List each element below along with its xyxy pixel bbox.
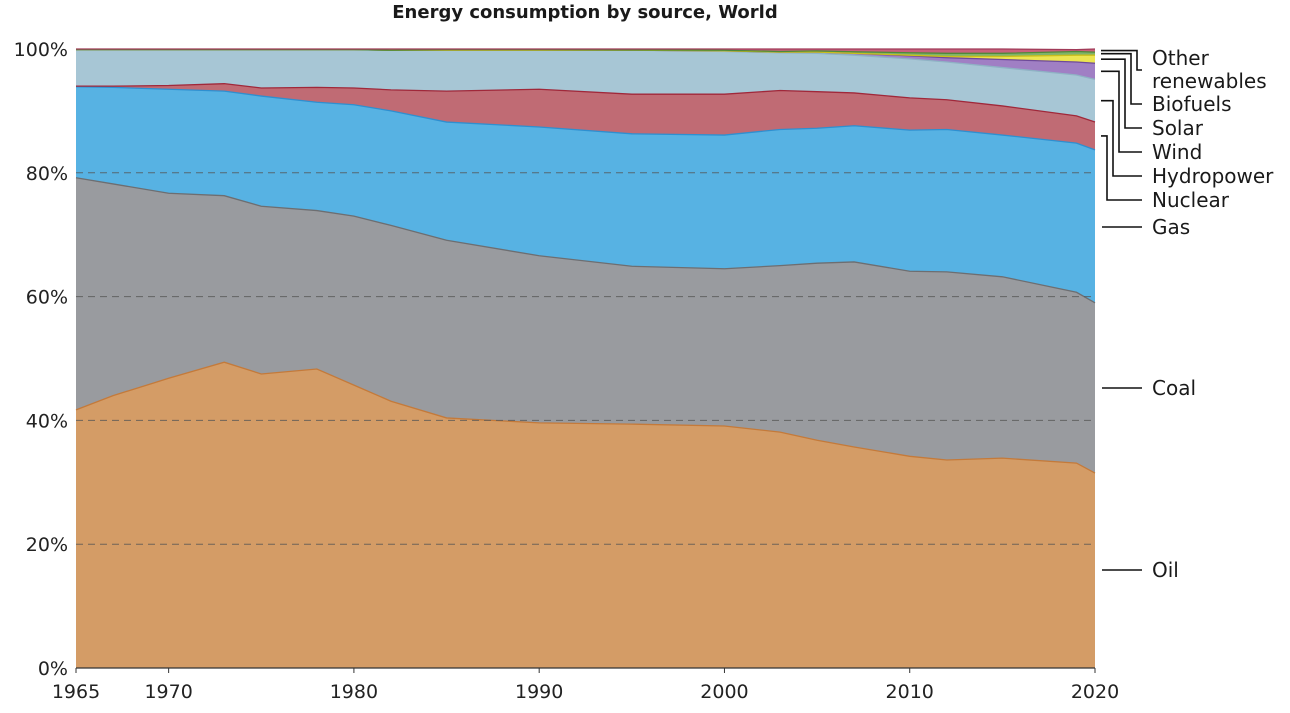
- chart-title: Energy consumption by source, World: [392, 2, 778, 23]
- area-hydropower: [76, 49, 1095, 123]
- y-tick-label: 80%: [26, 163, 68, 185]
- x-tick-label: 2010: [886, 681, 934, 703]
- series-label-other: Other: [1152, 46, 1210, 70]
- x-tick-label: 1980: [330, 681, 378, 703]
- series-label-gas: Gas: [1152, 215, 1190, 239]
- connector-other-renewables: [1101, 49, 1142, 71]
- x-tick-label: 2000: [700, 681, 748, 703]
- series-label-renewables: renewables: [1152, 69, 1267, 93]
- area-oil: [76, 362, 1095, 668]
- connector-solar: [1101, 58, 1142, 129]
- series-label-oil: Oil: [1152, 558, 1179, 582]
- connector-hydropower: [1101, 99, 1142, 177]
- y-tick-label: 40%: [26, 410, 68, 432]
- connector-wind: [1101, 70, 1142, 153]
- area-gas: [76, 86, 1095, 303]
- line-coal: [75, 177, 1096, 304]
- series-label-wind: Wind: [1152, 140, 1202, 164]
- line-nuclear: [76, 83, 1096, 123]
- y-tick-label: 20%: [26, 534, 68, 556]
- y-tick-label: 100%: [14, 39, 68, 61]
- area-nuclear: [76, 83, 1095, 150]
- y-tick-label: 60%: [26, 287, 68, 309]
- x-tick-label: 2020: [1071, 681, 1119, 703]
- area-other-renewables: [76, 49, 1095, 54]
- y-tick-label: 0%: [38, 658, 68, 680]
- series-label-coal: Coal: [1152, 376, 1196, 400]
- x-tick-label: 1965: [52, 681, 100, 703]
- x-tick-label: 1970: [144, 681, 192, 703]
- line-gas: [75, 86, 1096, 151]
- line-other-renewables: [76, 48, 1096, 51]
- line-oil: [75, 361, 1096, 474]
- connector-biofuels: [1101, 52, 1142, 105]
- area-coal: [76, 177, 1095, 474]
- series-label-solar: Solar: [1152, 116, 1204, 140]
- connector-nuclear: [1101, 135, 1142, 201]
- x-tick-label: 1990: [515, 681, 563, 703]
- series-label-nuclear: Nuclear: [1152, 188, 1230, 212]
- series-label-biofuels: Biofuels: [1152, 92, 1232, 116]
- series-label-hydropower: Hydropower: [1152, 164, 1274, 188]
